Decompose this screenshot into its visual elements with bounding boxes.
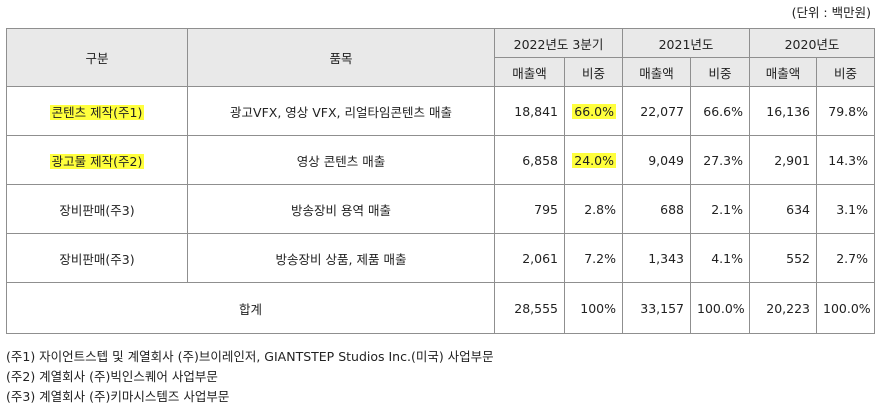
header-sales-2022: 매출액 (494, 57, 565, 87)
row-sales-2021: 22,077 (622, 86, 691, 136)
row-ratio-2021: 2.1% (690, 184, 750, 234)
header-period-2021: 2021년도 (622, 28, 750, 58)
table-row: 광고물 제작(주2) 영상 콘텐츠 매출 6,858 24.0% 9,049 2… (6, 135, 875, 185)
footnotes: (주1) 자이언트스텝 및 계열회사 (주)브이레인저, GIANTSTEP S… (6, 347, 494, 407)
row-item: 영상 콘텐츠 매출 (187, 135, 495, 185)
row-ratio-2020: 2.7% (816, 233, 875, 283)
unit-label: (단위 : 백만원) (791, 5, 871, 20)
total-ratio-2022: 100% (564, 282, 623, 334)
header-category: 구분 (6, 28, 188, 87)
row-category: 콘텐츠 제작(주1) (49, 104, 145, 120)
row-sales-2022: 18,841 (494, 86, 565, 136)
row-category: 장비판매(주3) (6, 233, 188, 283)
total-ratio-2020: 100.0% (816, 282, 875, 334)
row-sales-2021: 1,343 (622, 233, 691, 283)
row-sales-2020: 552 (749, 233, 817, 283)
footnote-3: (주3) 계열회사 (주)키마시스템즈 사업부문 (6, 389, 230, 404)
row-ratio-2022: 7.2% (564, 233, 623, 283)
row-sales-2022: 795 (494, 184, 565, 234)
total-sales-2022: 28,555 (494, 282, 565, 334)
row-ratio-2021: 66.6% (690, 86, 750, 136)
row-category: 장비판매(주3) (6, 184, 188, 234)
header-ratio-2020: 비중 (816, 57, 875, 87)
row-ratio-2020: 3.1% (816, 184, 875, 234)
header-sales-2020: 매출액 (749, 57, 817, 87)
footnote-1: (주1) 자이언트스텝 및 계열회사 (주)브이레인저, GIANTSTEP S… (6, 349, 494, 364)
row-ratio-2022: 66.0% (572, 103, 616, 119)
row-ratio-2021: 27.3% (690, 135, 750, 185)
header-period-2020: 2020년도 (749, 28, 875, 58)
row-sales-2021: 9,049 (622, 135, 691, 185)
total-sales-2020: 20,223 (749, 282, 817, 334)
header-row-2: 매출액 비중 매출액 비중 매출액 비중 (7, 57, 875, 87)
row-item: 방송장비 상품, 제품 매출 (187, 233, 495, 283)
total-row: 합계 28,555 100% 33,157 100.0% 20,223 100.… (6, 282, 875, 334)
row-ratio-2022: 2.8% (564, 184, 623, 234)
row-category: 광고물 제작(주2) (49, 153, 145, 169)
header-ratio-2021: 비중 (690, 57, 750, 87)
row-ratio-2020: 79.8% (816, 86, 875, 136)
total-label: 합계 (6, 282, 495, 334)
footnote-2: (주2) 계열회사 (주)빅인스퀘어 사업부문 (6, 369, 218, 384)
header-row-1: 구분 품목 2022년도 3분기 2021년도 2020년도 (6, 28, 875, 87)
row-sales-2022: 6,858 (494, 135, 565, 185)
row-item: 광고VFX, 영상 VFX, 리얼타임콘텐츠 매출 (187, 86, 495, 136)
row-sales-2021: 688 (622, 184, 691, 234)
table-row: 콘텐츠 제작(주1) 광고VFX, 영상 VFX, 리얼타임콘텐츠 매출 18,… (6, 86, 875, 136)
header-item: 품목 (187, 28, 495, 87)
header-sales-2021: 매출액 (622, 57, 691, 87)
row-sales-2020: 634 (749, 184, 817, 234)
header-period-2022: 2022년도 3분기 (494, 28, 623, 58)
row-sales-2022: 2,061 (494, 233, 565, 283)
row-item: 방송장비 용역 매출 (187, 184, 495, 234)
row-sales-2020: 2,901 (749, 135, 817, 185)
row-ratio-2020: 14.3% (816, 135, 875, 185)
total-sales-2021: 33,157 (622, 282, 691, 334)
sales-table: 구분 품목 2022년도 3분기 2021년도 2020년도 매출액 비중 매출… (6, 28, 875, 334)
header-ratio-2022: 비중 (564, 57, 623, 87)
row-ratio-2021: 4.1% (690, 233, 750, 283)
table-row: 장비판매(주3) 방송장비 용역 매출 795 2.8% 688 2.1% 63… (6, 184, 875, 234)
total-ratio-2021: 100.0% (690, 282, 750, 334)
row-ratio-2022: 24.0% (572, 152, 616, 168)
row-sales-2020: 16,136 (749, 86, 817, 136)
table-row: 장비판매(주3) 방송장비 상품, 제품 매출 2,061 7.2% 1,343… (6, 233, 875, 283)
